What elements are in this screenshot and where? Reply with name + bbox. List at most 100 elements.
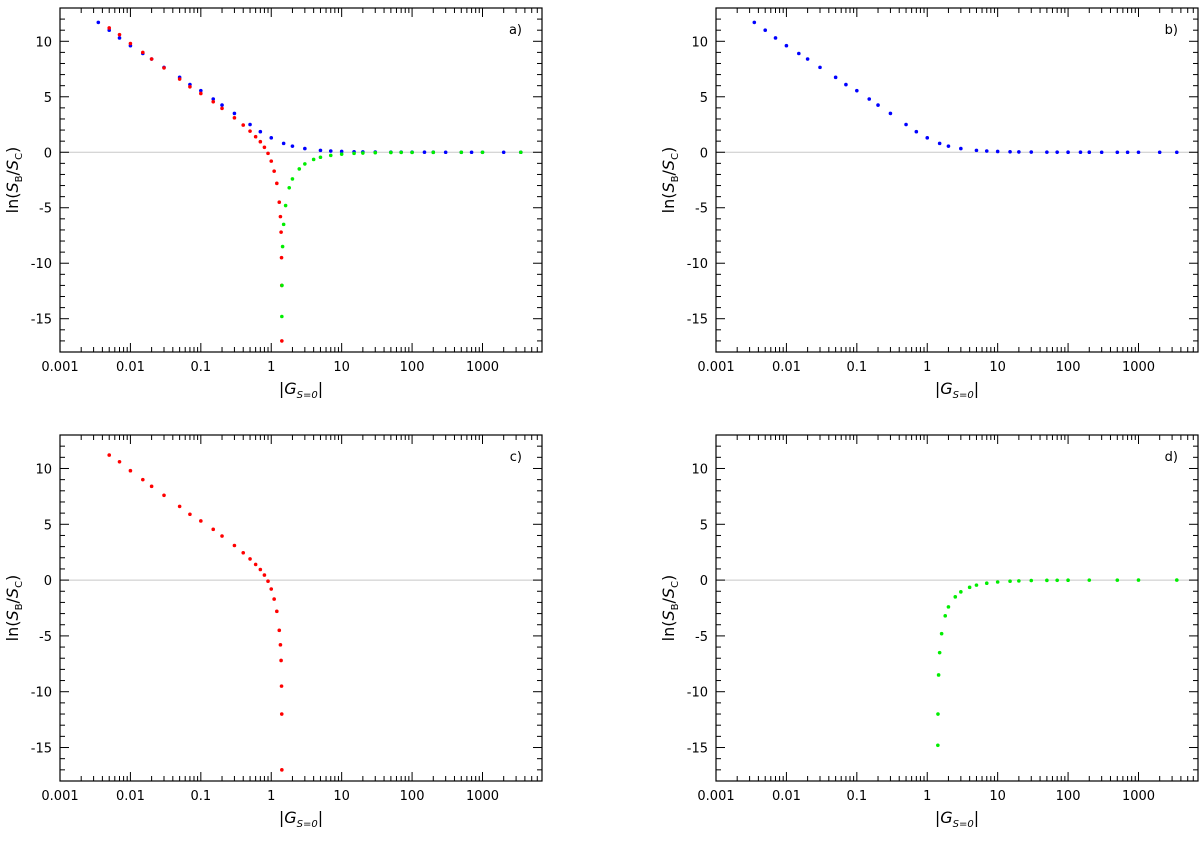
data-point (763, 28, 768, 32)
data-point (974, 148, 979, 153)
y-tick-label: -5 (39, 630, 52, 645)
x-axis-label: |GS=0| (935, 808, 979, 830)
data-layer (752, 20, 1179, 155)
data-point (258, 567, 263, 572)
x-tick-label: 0.01 (772, 360, 801, 375)
data-series (107, 26, 284, 343)
data-point (904, 122, 908, 127)
data-point (280, 314, 284, 319)
data-point (1029, 578, 1034, 583)
data-point (117, 459, 122, 464)
data-point (128, 41, 133, 46)
y-tick-label: -5 (695, 630, 708, 645)
y-tick-label: 10 (691, 462, 708, 477)
data-point (1136, 578, 1141, 582)
x-tick-label: 10 (989, 789, 1006, 804)
data-point (280, 768, 284, 772)
data-point (328, 149, 333, 153)
x-tick-label: 10 (989, 360, 1006, 375)
data-point (258, 139, 263, 144)
data-point (946, 144, 951, 148)
data-point (352, 151, 356, 156)
data-point (241, 550, 246, 555)
data-point (272, 169, 276, 173)
y-axis-label: ln(SB/SC) (3, 147, 25, 214)
data-point (936, 673, 941, 677)
data-point (258, 129, 263, 134)
chart-panel-b: 0.001 0.01 0.1 1 10 100 1000 10 5 0 -5 -10 -15 b) |GS=… (659, 7, 1199, 401)
data-point (797, 51, 801, 56)
data-point (281, 222, 286, 227)
data-point (410, 150, 414, 155)
data-point (149, 57, 154, 61)
data-point (278, 214, 283, 219)
data-point (281, 141, 286, 146)
data-point (199, 91, 203, 96)
data-point (287, 185, 292, 190)
data-point (211, 99, 216, 104)
x-tick-label: 1000 (1122, 360, 1155, 375)
y-tick-label: -15 (687, 313, 708, 328)
data-point (1029, 150, 1034, 154)
y-tick-label: -5 (39, 202, 52, 217)
data-point (311, 157, 316, 162)
data-series (96, 20, 523, 155)
data-point (220, 106, 224, 111)
x-tick-label: 0.1 (846, 789, 867, 804)
y-tick-label: 0 (44, 574, 52, 589)
data-point (1017, 579, 1021, 583)
x-tick-label: 100 (400, 360, 425, 375)
data-point (1017, 150, 1021, 154)
data-point (1055, 150, 1059, 154)
chart-panel-d: 0.001 0.01 0.1 1 10 100 1000 10 5 0 -5 -10 -15 d) |GS=… (659, 434, 1199, 830)
data-point (303, 162, 307, 166)
data-point (1008, 579, 1012, 584)
data-point (339, 152, 344, 156)
data-point (1175, 578, 1179, 582)
data-point (914, 129, 919, 134)
x-tick-label: 0.001 (697, 789, 734, 804)
data-point (1008, 149, 1012, 154)
data-point (188, 84, 192, 89)
data-point (279, 255, 284, 260)
data-point (318, 155, 323, 160)
data-point (389, 150, 393, 155)
data-point (888, 111, 893, 116)
y-tick-label: -15 (687, 742, 708, 757)
data-point (867, 97, 872, 101)
data-point (280, 339, 284, 343)
data-point (784, 43, 789, 48)
data-point (275, 181, 279, 186)
data-point (248, 129, 252, 133)
data-point (431, 150, 436, 155)
x-tick-label: 100 (400, 789, 425, 804)
data-point (752, 20, 757, 25)
data-point (422, 150, 427, 155)
y-tick-label: 5 (700, 91, 708, 106)
y-tick-label: -10 (687, 257, 708, 272)
panel-label: d) (1165, 450, 1178, 465)
data-point (220, 534, 224, 538)
data-point (318, 148, 323, 153)
data-layer (96, 20, 523, 343)
data-point (805, 57, 810, 61)
data-point (995, 580, 1000, 584)
y-axis-label: ln(SB/SC) (659, 147, 681, 214)
data-point (328, 153, 333, 158)
data-point (1115, 578, 1120, 582)
data-point (936, 712, 940, 716)
data-point (1045, 150, 1049, 154)
data-point (361, 151, 365, 155)
data-point (459, 150, 464, 155)
data-point (297, 167, 302, 171)
x-tick-label: 0.01 (116, 789, 145, 804)
data-layer (936, 578, 1179, 748)
data-point (283, 203, 288, 208)
data-point (443, 150, 448, 155)
x-tick-label: 1 (267, 360, 275, 375)
data-point (278, 643, 283, 647)
data-point (943, 614, 948, 618)
plot-frame (59, 7, 543, 353)
data-point (1087, 150, 1092, 155)
